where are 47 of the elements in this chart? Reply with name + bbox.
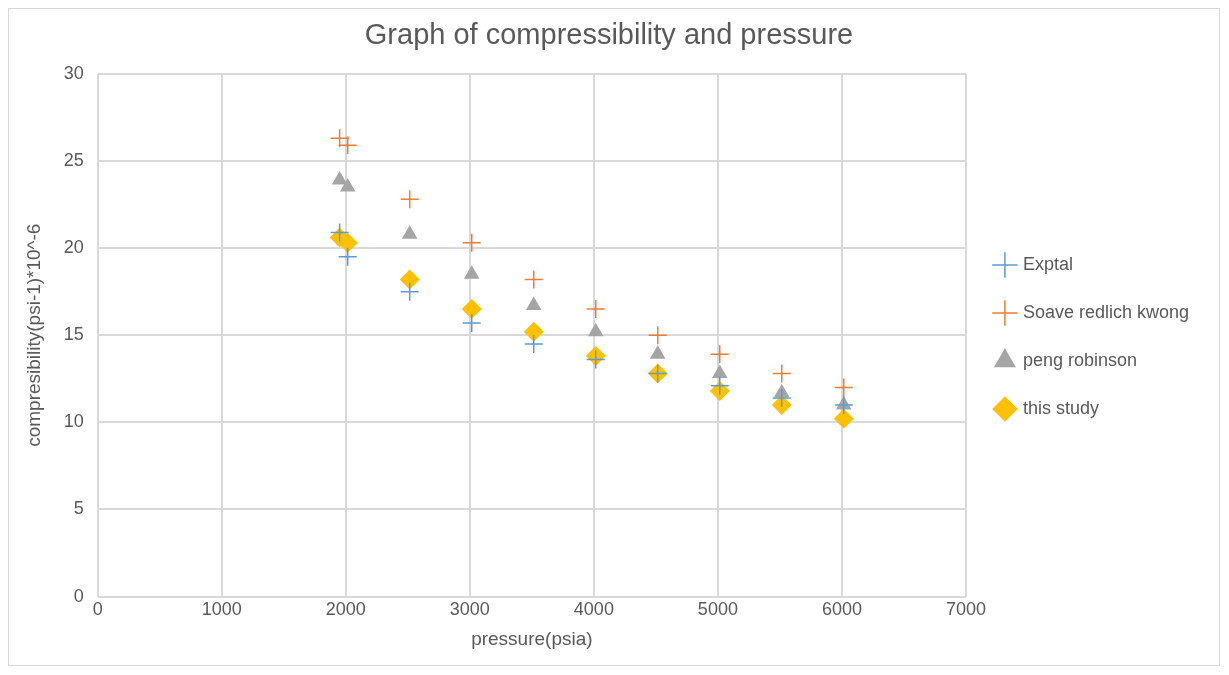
x-tick-label: 3000 (449, 599, 490, 620)
point (772, 363, 792, 384)
point (329, 222, 350, 243)
point (834, 377, 854, 398)
x-tick-label: 7000 (945, 599, 986, 620)
point (711, 364, 728, 379)
point (585, 299, 606, 319)
y-tick-label: 30 (63, 62, 84, 83)
y-tick-label: 20 (63, 237, 84, 258)
point (399, 189, 420, 210)
point (525, 296, 542, 311)
x-tick-label: 5000 (697, 599, 738, 620)
x-axis-title: pressure(psia) (471, 627, 593, 649)
legend-label: this study (1022, 397, 1099, 418)
x-tick-label: 6000 (821, 599, 862, 620)
x-tick-label: 4000 (573, 599, 614, 620)
point (461, 233, 482, 253)
point (523, 269, 544, 290)
point (772, 388, 792, 408)
point (523, 334, 544, 354)
y-tick-label: 5 (73, 498, 84, 519)
point (709, 344, 730, 365)
point (399, 281, 420, 302)
y-tick-label: 10 (63, 411, 84, 432)
y-tick-label: 15 (63, 324, 84, 345)
legend-label: Exptal (1022, 253, 1073, 274)
point (337, 247, 358, 267)
y-tick-label: 25 (63, 149, 84, 170)
x-tick-label: 0 (92, 599, 103, 620)
x-tick-label: 1000 (201, 599, 242, 620)
point (773, 383, 790, 398)
point (399, 269, 420, 290)
y-axis-title: compresibility(psi-1)*10^-6 (22, 223, 44, 447)
y-tick-label: 0 (73, 585, 84, 606)
point (709, 375, 730, 396)
point (647, 325, 668, 345)
x-tick-label: 2000 (325, 599, 366, 620)
point (649, 345, 666, 359)
legend-label: peng robinson (1022, 349, 1137, 370)
point (461, 299, 482, 320)
point (461, 313, 482, 333)
point (833, 408, 854, 429)
legend-label: Soave redlich kwong (1022, 301, 1190, 322)
chart-title: Graph of compressibility and pressure (364, 18, 854, 51)
point (523, 321, 544, 342)
point (834, 395, 854, 415)
point (587, 322, 604, 337)
